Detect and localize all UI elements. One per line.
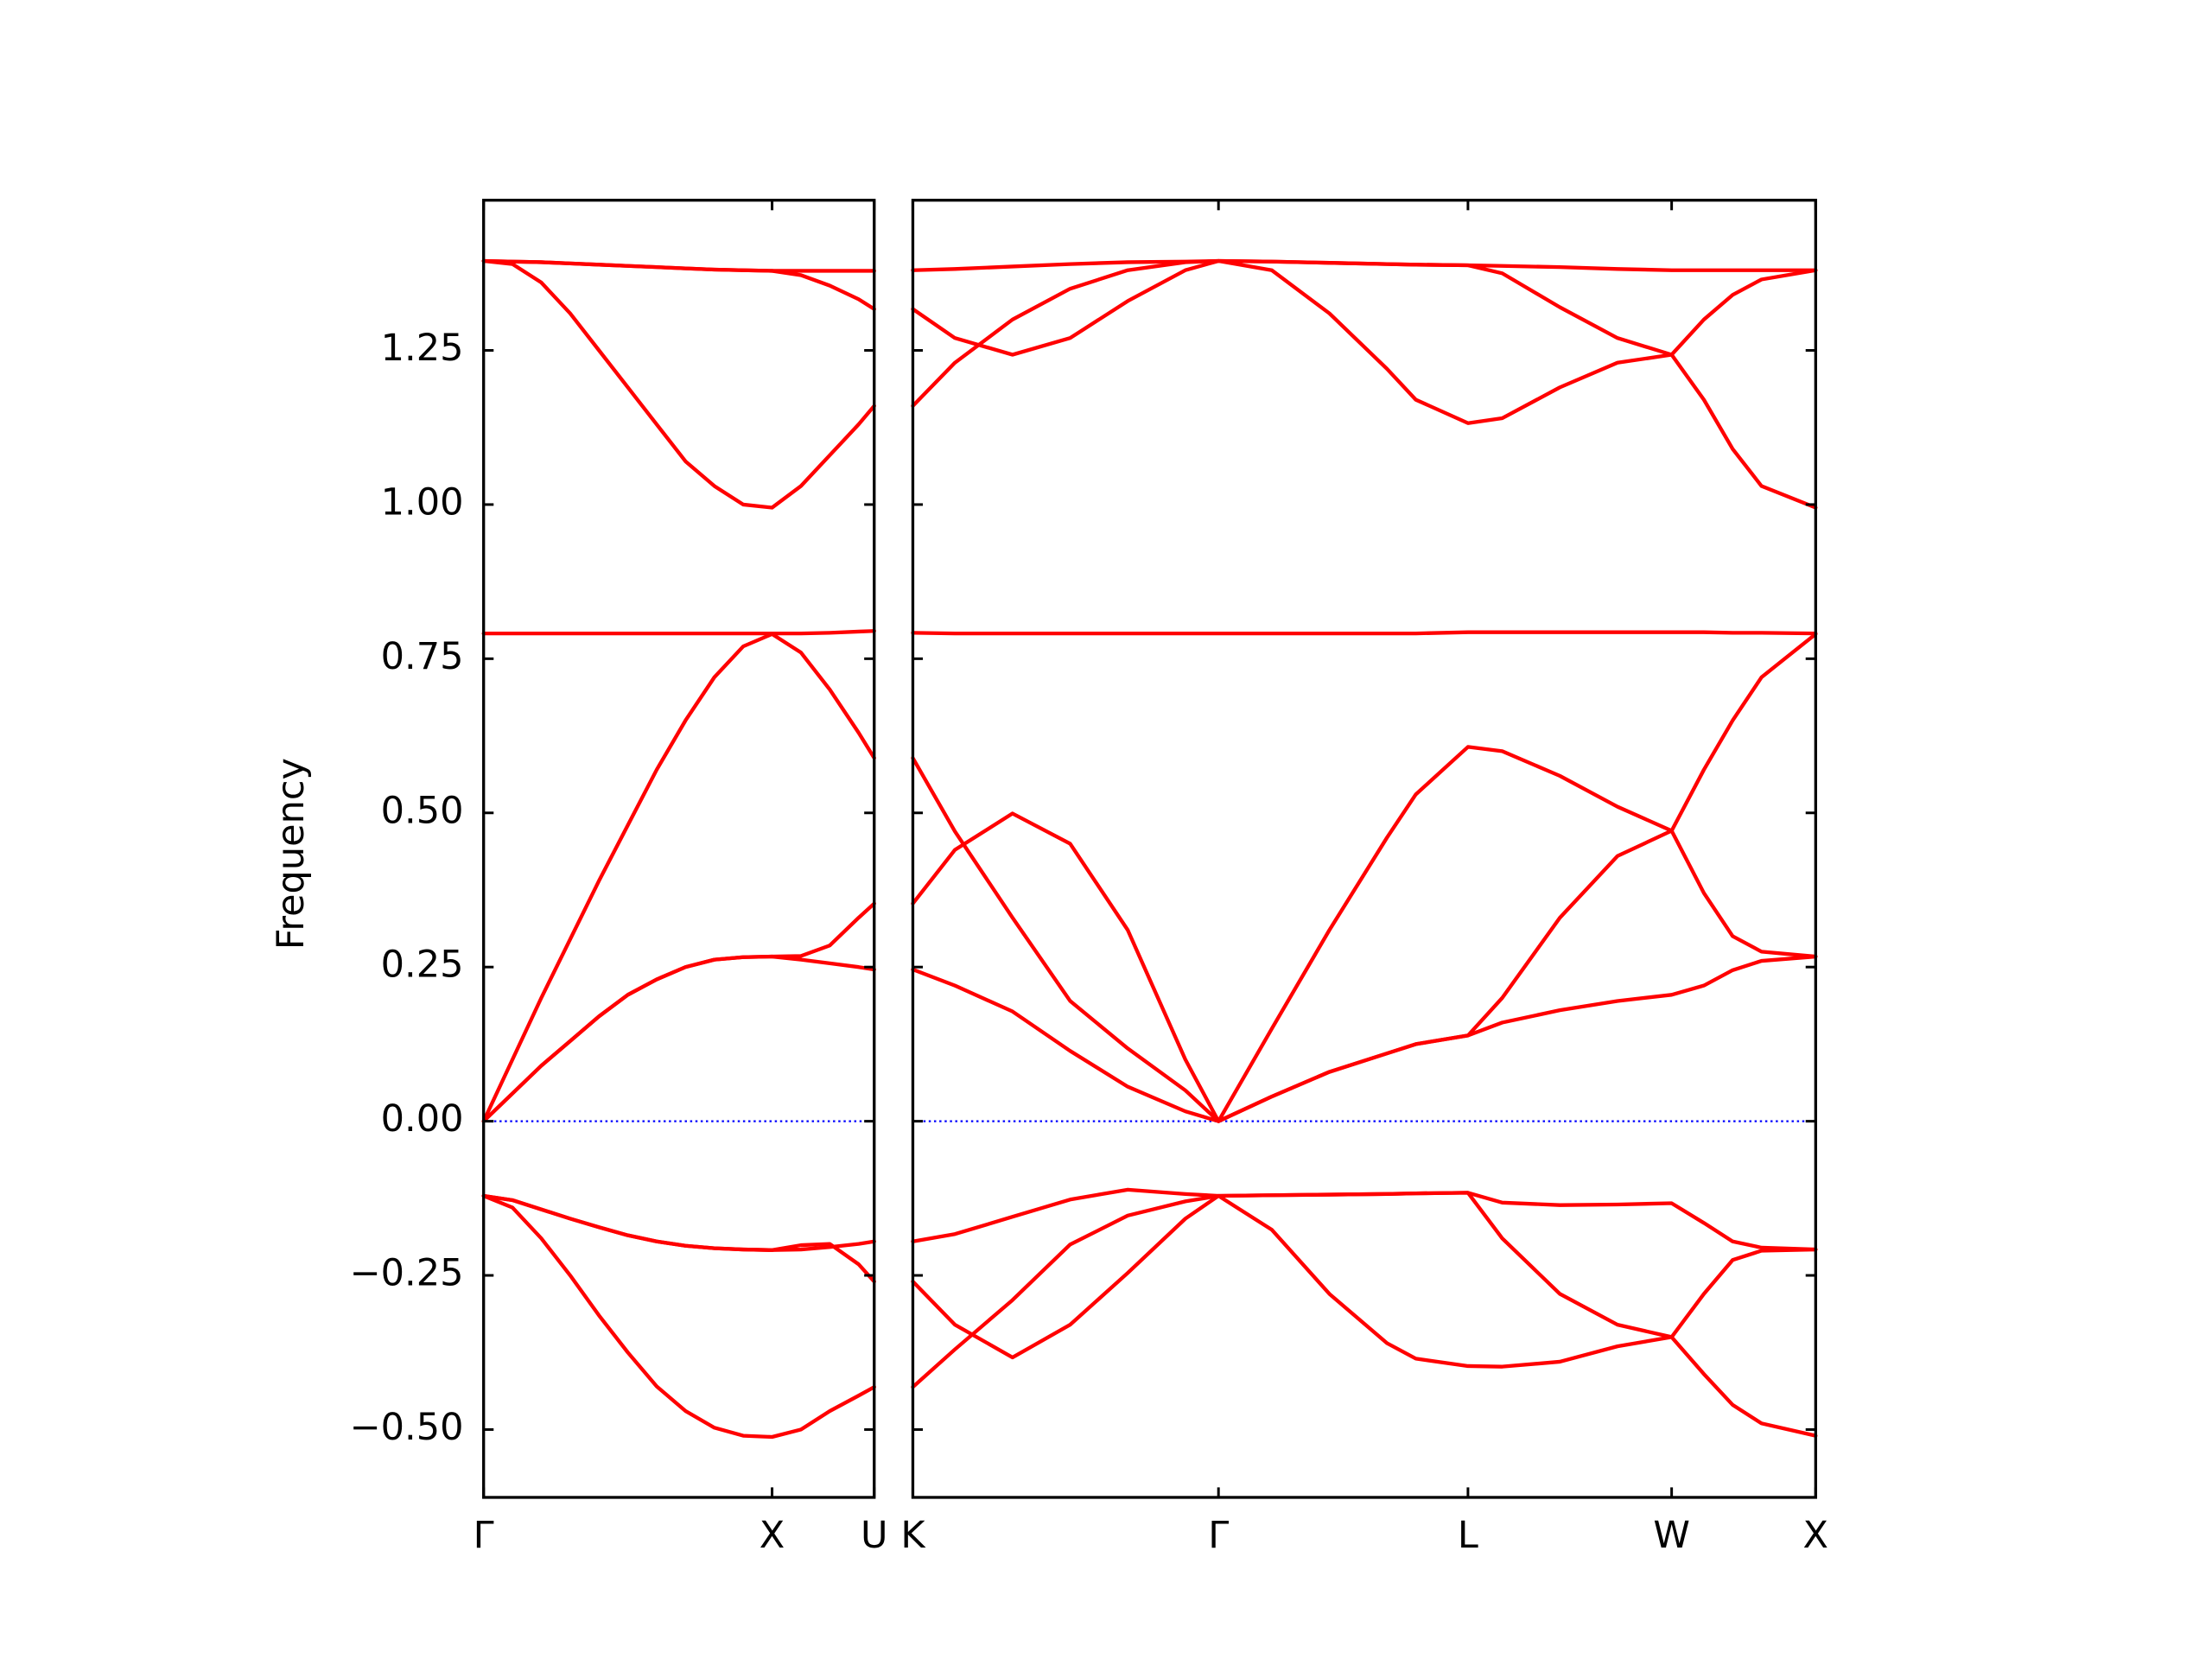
band-line — [911, 258, 1818, 357]
band-line — [481, 1193, 876, 1440]
y-tick-label: 0.50 — [381, 789, 464, 832]
band-line — [911, 1191, 1818, 1360]
x-tick-label: X — [760, 1514, 785, 1557]
band-line — [481, 629, 876, 636]
band-line — [911, 632, 1818, 1123]
band-line — [911, 258, 1818, 510]
y-tick-label: 0.75 — [381, 635, 464, 678]
x-tick-label: W — [1653, 1514, 1690, 1557]
x-tick-label: L — [1458, 1514, 1478, 1557]
x-tick-label: U — [861, 1514, 888, 1557]
y-axis-label: Frequency — [270, 758, 313, 950]
band-line — [911, 954, 1818, 1123]
x-tick-label: K — [900, 1514, 926, 1557]
band-line — [481, 901, 876, 1123]
band-line — [911, 1193, 1818, 1438]
band-line — [481, 632, 876, 1123]
y-tick-label: 1.25 — [381, 327, 464, 370]
band-line — [481, 258, 876, 311]
y-tick-label: −0.25 — [350, 1252, 464, 1295]
x-tick-label: Γ — [1208, 1514, 1229, 1557]
plot-frame — [482, 199, 876, 1499]
y-tick-label: 1.00 — [381, 480, 464, 524]
band-line — [481, 954, 876, 1123]
y-tick-label: 0.25 — [381, 944, 464, 987]
band-line — [911, 630, 1818, 636]
band-line — [481, 1193, 876, 1284]
plot-frame — [911, 199, 1817, 1499]
x-tick-label: X — [1803, 1514, 1828, 1557]
band-line — [481, 258, 876, 510]
y-tick-label: 0.00 — [381, 1097, 464, 1141]
y-tick-label: −0.50 — [350, 1406, 464, 1449]
band-line — [911, 1187, 1818, 1252]
x-tick-label: Γ — [474, 1514, 494, 1557]
